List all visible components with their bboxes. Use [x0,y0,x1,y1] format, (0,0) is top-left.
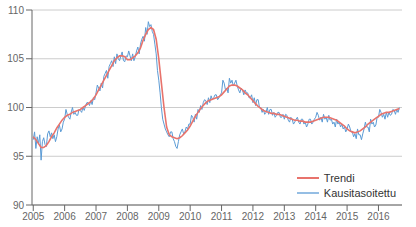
svg-text:2007: 2007 [85,211,108,222]
svg-text:2011: 2011 [211,211,233,222]
svg-text:2014: 2014 [305,211,328,222]
svg-text:90: 90 [13,200,25,211]
svg-text:2006: 2006 [54,211,77,222]
svg-text:2013: 2013 [273,211,296,222]
svg-text:2008: 2008 [116,211,139,222]
html-text:Kausitasoitettu: Kausitasoitettu [323,187,396,199]
svg-text:100: 100 [8,102,24,113]
html-text:Trendi: Trendi [323,172,355,184]
svg-text:2009: 2009 [148,211,171,222]
svg-text:2016: 2016 [367,211,390,222]
svg-text:2012: 2012 [242,211,265,222]
svg-text:105: 105 [8,53,24,64]
svg-text:2010: 2010 [179,211,202,222]
svg-text:95: 95 [13,151,25,162]
svg-text:110: 110 [8,5,24,16]
svg-text:2015: 2015 [336,211,359,222]
svg-text:2005: 2005 [22,211,45,222]
